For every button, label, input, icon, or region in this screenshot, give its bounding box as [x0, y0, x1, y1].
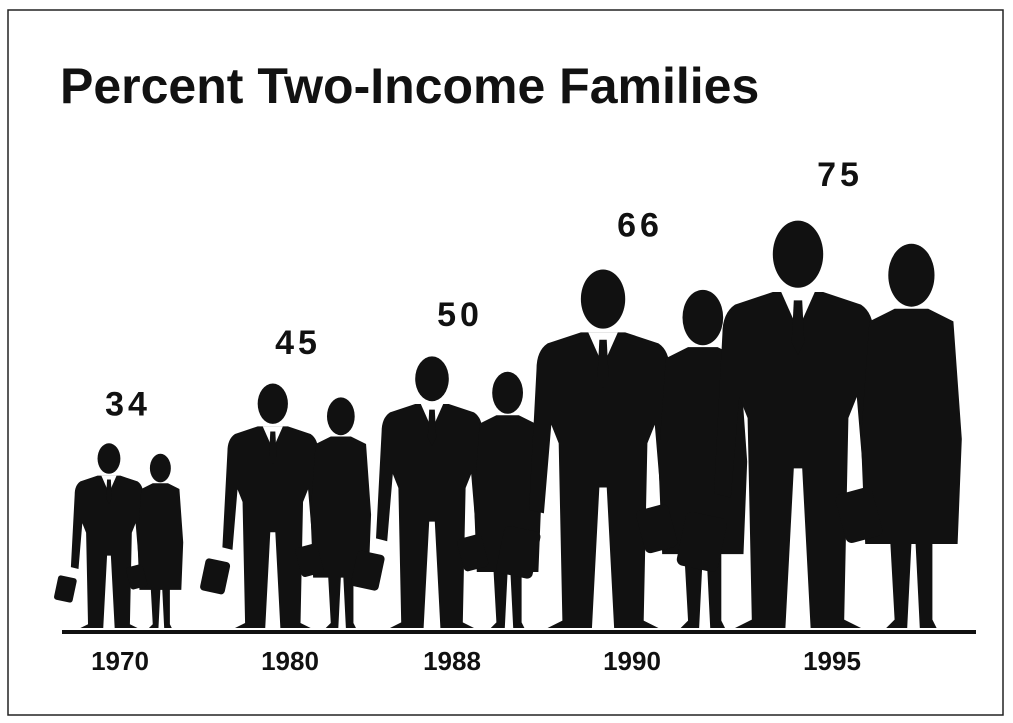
value-label: 50: [437, 296, 483, 334]
woman: [835, 243, 962, 628]
value-label: 45: [275, 324, 321, 362]
x-tick-label: 1990: [603, 646, 661, 676]
value-label: 75: [817, 156, 863, 194]
woman-body: [310, 436, 372, 628]
woman-briefcase: [126, 564, 148, 590]
man-body: [376, 404, 488, 628]
woman: [126, 453, 184, 628]
chart-title: Percent Two-Income Families: [60, 58, 759, 114]
man-head: [257, 383, 288, 424]
woman-briefcase: [835, 487, 883, 543]
woman-head: [149, 453, 171, 483]
man-body: [222, 426, 324, 628]
man-body: [714, 292, 882, 628]
x-tick-label: 1970: [91, 646, 149, 676]
man-head: [580, 269, 626, 329]
woman-briefcase: [457, 534, 489, 572]
woman-head: [682, 289, 724, 346]
woman-body: [861, 308, 962, 628]
man-tie: [269, 431, 277, 465]
woman-body: [474, 415, 542, 628]
man-body: [529, 332, 677, 628]
woman: [295, 397, 372, 628]
figure-pair: [54, 443, 184, 628]
woman: [457, 371, 542, 628]
briefcase: [496, 525, 541, 579]
x-tick-label: 1995: [803, 646, 861, 676]
x-tick-label: 1988: [423, 646, 481, 676]
man-tie: [106, 479, 112, 505]
value-label: 66: [617, 206, 663, 244]
man-head: [772, 220, 824, 288]
figure-pair: [676, 220, 962, 628]
man-head: [415, 356, 449, 402]
woman-briefcase: [295, 543, 324, 577]
woman-body: [137, 483, 184, 628]
woman-head: [888, 243, 935, 307]
briefcase: [351, 550, 385, 591]
man-tie: [597, 339, 609, 388]
briefcase: [200, 558, 231, 595]
briefcase: [676, 512, 727, 572]
briefcase: [54, 575, 77, 603]
value-label: 34: [105, 386, 151, 424]
man-tie: [791, 300, 805, 355]
man-tie: [427, 409, 437, 446]
man-body: [70, 475, 148, 628]
figure-pair: [200, 383, 372, 628]
woman-head: [326, 397, 355, 436]
x-tick-label: 1980: [261, 646, 319, 676]
figure-pair: [351, 356, 542, 628]
woman-head: [492, 371, 523, 414]
man-head: [97, 443, 121, 474]
woman-briefcase: [636, 504, 678, 554]
